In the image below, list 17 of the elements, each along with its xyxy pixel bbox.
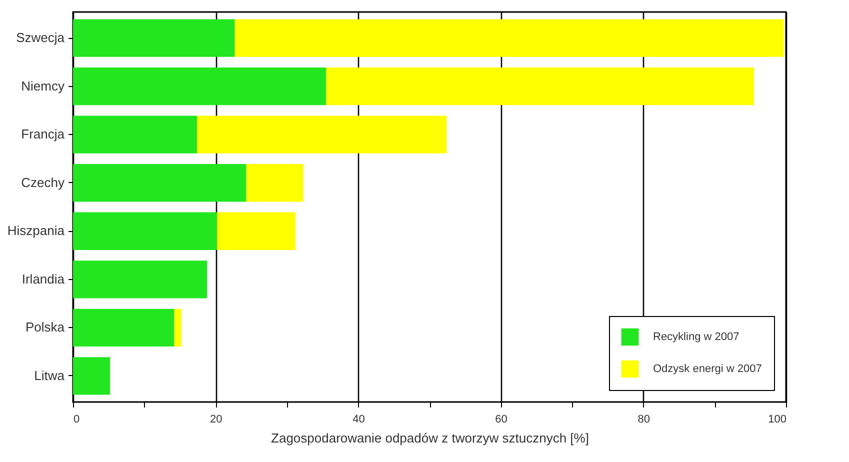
x-tick-label: 0 [74,414,80,426]
y-tick-label: Irlandia [22,271,66,286]
x-tick-label: 20 [210,414,222,426]
x-axis-title: Zagospodarowanie odpadów z tworzyw sztucznych [%] [271,430,589,446]
y-tick-label: Francja [21,126,66,142]
x-tick-label: 80 [638,414,650,426]
y-tick-label: Niemcy [21,78,65,94]
x-tick-label: 60 [495,414,508,426]
x-tick-label: 100 [768,414,786,426]
x-tick-label: 40 [352,414,365,426]
y-tick-label: Szwecja [16,30,66,46]
y-tick-label: Czechy [21,174,65,190]
legend-label: Recykling w 2007 [653,331,740,343]
y-tick-label: Hiszpania [7,223,66,238]
y-tick-label: Polska [25,320,66,335]
legend-label: Odzysk energi w 2007 [653,363,762,375]
y-tick-label: Litwa [34,368,66,383]
